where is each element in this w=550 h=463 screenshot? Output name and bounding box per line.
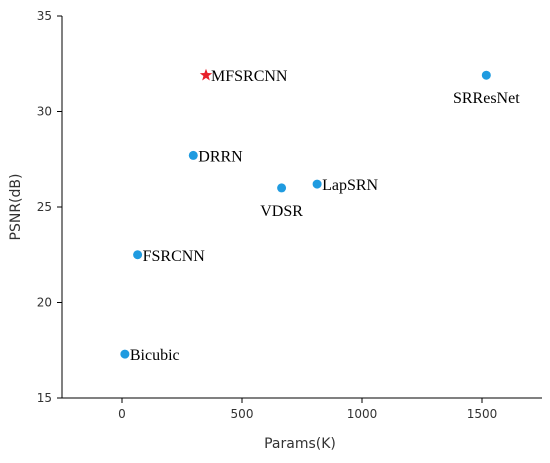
point-lapsrn: [312, 179, 322, 189]
y-tick-label: 20: [37, 296, 52, 310]
point-label-bicubic: Bicubic: [130, 347, 180, 364]
point-label-lapsrn: LapSRN: [322, 177, 378, 194]
point-drrn: [188, 150, 198, 160]
point-label-vdsr: VDSR: [260, 203, 303, 220]
point-vdsr: [277, 183, 287, 193]
point-mfsrcnn: [199, 68, 213, 81]
y-tick-label: 15: [37, 391, 52, 405]
point-label-mfsrcnn: MFSRCNN: [211, 68, 288, 85]
y-tick-label: 35: [37, 9, 52, 23]
x-tick-label: 0: [118, 407, 126, 421]
point-label-srresnet: SRResNet: [453, 90, 520, 107]
point-label-drrn: DRRN: [198, 148, 243, 165]
point-fsrcnn: [133, 250, 143, 260]
y-tick-label: 30: [37, 105, 52, 119]
point-label-fsrcnn: FSRCNN: [143, 248, 206, 265]
point-srresnet: [481, 70, 491, 80]
axes: 15 20 25 30 35 0 500 1000 1500: [37, 9, 542, 421]
x-axis-title: Params(K): [264, 436, 336, 452]
x-tick-label: 500: [231, 407, 254, 421]
data-points: Bicubic FSRCNN DRRN MFSRCNN VDSR LapSRN SRResN…: [120, 68, 520, 364]
x-tick-label: 1000: [347, 407, 378, 421]
y-tick-label: 25: [37, 200, 52, 214]
x-tick-label: 1500: [467, 407, 498, 421]
point-bicubic: [120, 349, 130, 359]
y-axis-title: PSNR(dB): [8, 174, 24, 241]
